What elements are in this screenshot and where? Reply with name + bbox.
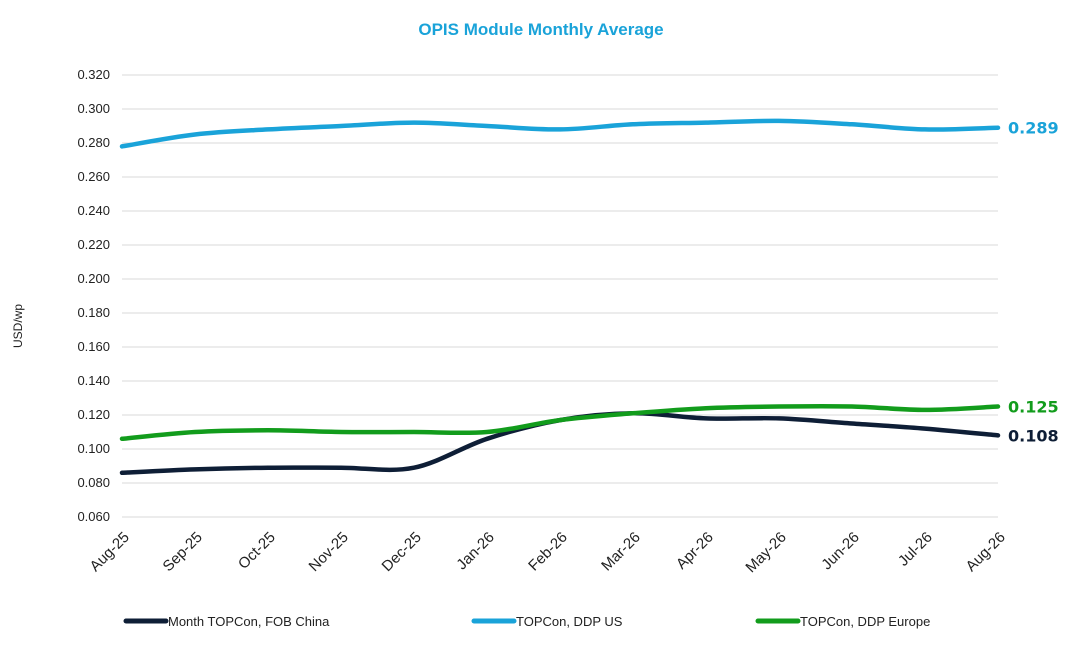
y-tick-label: 0.240 [77, 203, 110, 218]
y-tick-label: 0.180 [77, 305, 110, 320]
y-tick-label: 0.280 [77, 135, 110, 150]
x-tick-label: Aug-25 [87, 529, 133, 575]
x-tick-label: Feb-26 [525, 529, 571, 575]
x-tick-label: Jan-26 [453, 529, 497, 573]
y-tick-label: 0.120 [77, 407, 110, 422]
y-axis-label: USD/wp [11, 304, 25, 348]
x-tick-label: May-26 [742, 529, 789, 576]
y-tick-label: 0.140 [77, 373, 110, 388]
y-tick-label: 0.220 [77, 237, 110, 252]
y-tick-label: 0.300 [77, 101, 110, 116]
end-value-label: 0.289 [1008, 119, 1059, 138]
y-tick-label: 0.200 [77, 271, 110, 286]
x-tick-label: Oct-25 [235, 529, 279, 573]
series-line-2 [119, 403, 1001, 442]
chart-title: OPIS Module Monthly Average [418, 20, 664, 39]
legend-label: TOPCon, DDP Europe [800, 614, 930, 629]
y-tick-label: 0.060 [77, 509, 110, 524]
end-value-label: 0.108 [1008, 426, 1059, 445]
y-tick-label: 0.260 [77, 169, 110, 184]
x-tick-label: Dec-25 [379, 529, 425, 575]
series-line-1 [119, 118, 1001, 149]
x-tick-label: Sep-25 [160, 529, 206, 575]
y-tick-label: 0.080 [77, 475, 110, 490]
x-tick-label: Mar-26 [598, 529, 644, 575]
x-tick-label: Aug-26 [963, 529, 1009, 575]
x-tick-label: Apr-26 [673, 529, 717, 573]
y-tick-label: 0.100 [77, 441, 110, 456]
y-tick-label: 0.320 [77, 67, 110, 82]
x-tick-label: Jul-26 [895, 529, 936, 570]
x-tick-label: Jun-26 [818, 529, 862, 573]
x-tick-label: Nov-25 [306, 529, 352, 575]
y-tick-label: 0.160 [77, 339, 110, 354]
legend-label: TOPCon, DDP US [516, 614, 623, 629]
end-value-label: 0.125 [1008, 398, 1059, 417]
legend-label: Month TOPCon, FOB China [168, 614, 330, 629]
